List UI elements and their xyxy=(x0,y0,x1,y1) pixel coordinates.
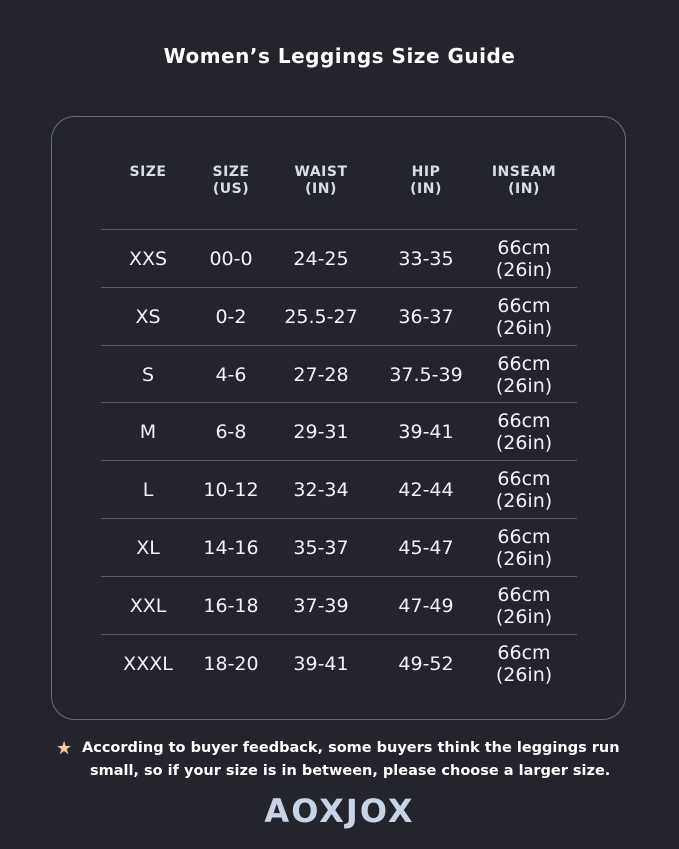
column-header: WAIST (IN) xyxy=(271,164,371,198)
note-line-2: small, so if your size is in between, pl… xyxy=(90,763,611,779)
table-cell: 66cm (26in) xyxy=(464,635,584,693)
table-cell: 10-12 xyxy=(203,479,259,502)
table-cell: 66cm (26in) xyxy=(464,230,584,288)
size-table-frame xyxy=(51,116,626,720)
table-cell: 37-39 xyxy=(293,594,349,617)
header-line: SIZE xyxy=(129,164,167,180)
table-cell: 66cm (26in) xyxy=(464,288,584,346)
inseam-in: (26in) xyxy=(495,374,553,397)
header-unit: (US) xyxy=(212,181,250,197)
table-cell: 45-47 xyxy=(398,537,454,559)
table-row: XL 14-16 35-37 45-47 66cm (26in) xyxy=(101,518,577,577)
table-row: M 6-8 29-31 39-41 66cm (26in) xyxy=(101,402,577,461)
inseam-cm: 66cm xyxy=(497,237,551,259)
header-line: WAIST xyxy=(294,164,348,180)
page-title: Women’s Leggings Size Guide xyxy=(163,44,516,68)
star-icon: ★ xyxy=(56,738,73,759)
table-cell: 4-6 xyxy=(215,363,247,386)
brand-logo: AOXJOX xyxy=(264,792,415,830)
table-cell: 18-20 xyxy=(203,652,259,675)
inseam-in: (26in) xyxy=(495,432,553,455)
inseam-cm: 66cm xyxy=(497,352,551,375)
header-line: SIZE xyxy=(212,164,250,180)
table-cell: 27-28 xyxy=(293,363,349,386)
table-cell: S xyxy=(141,363,155,386)
inseam-cm: 66cm xyxy=(497,410,551,433)
table-cell: XL xyxy=(136,537,160,559)
column-header: SIZE xyxy=(98,164,198,181)
table-cell: 66cm (26in) xyxy=(464,461,584,519)
table-cell: 39-41 xyxy=(293,652,349,675)
inseam-in: (26in) xyxy=(495,663,553,686)
column-header: SIZE (US) xyxy=(181,164,281,198)
header-unit: (IN) xyxy=(305,181,337,197)
table-cell: 66cm (26in) xyxy=(464,346,584,404)
inseam-cm: 66cm xyxy=(497,468,551,491)
table-cell: 32-34 xyxy=(293,479,349,502)
table-row: XXXL 18-20 39-41 49-52 66cm (26in) xyxy=(101,633,577,693)
table-cell: 29-31 xyxy=(293,421,349,444)
inseam-in: (26in) xyxy=(495,259,553,281)
note-line-1: According to buyer feedback, some buyers… xyxy=(82,740,620,756)
inseam-in: (26in) xyxy=(495,605,553,628)
inseam-cm: 66cm xyxy=(497,641,551,664)
table-cell: L xyxy=(142,479,154,502)
table-cell: 35-37 xyxy=(293,537,349,559)
inseam-cm: 66cm xyxy=(497,526,551,548)
inseam-in: (26in) xyxy=(495,548,553,570)
table-cell: 66cm (26in) xyxy=(464,577,584,635)
header-line: INSEAM xyxy=(491,164,557,180)
table-cell: 42-44 xyxy=(398,479,454,502)
table-row: XXL 16-18 37-39 47-49 66cm (26in) xyxy=(101,575,577,635)
table-cell: 24-25 xyxy=(293,248,349,270)
header-unit: (IN) xyxy=(508,181,540,197)
column-header: HIP (IN) xyxy=(376,164,476,198)
table-cell: 47-49 xyxy=(398,594,454,617)
inseam-cm: 66cm xyxy=(497,583,551,606)
table-cell: 66cm (26in) xyxy=(464,403,584,461)
inseam-in: (26in) xyxy=(495,490,553,513)
table-cell: 36-37 xyxy=(398,305,454,328)
table-row: S 4-6 27-28 37.5-39 66cm (26in) xyxy=(101,344,577,404)
table-cell: 37.5-39 xyxy=(389,363,463,386)
table-cell: XXL xyxy=(129,594,167,617)
table-cell: 66cm (26in) xyxy=(464,519,584,577)
table-row: XXS 00-0 24-25 33-35 66cm (26in) xyxy=(101,229,577,288)
table-cell: 0-2 xyxy=(215,305,247,328)
table-cell: 25.5-27 xyxy=(284,305,358,328)
table-cell: 49-52 xyxy=(398,652,454,675)
table-cell: XXXL xyxy=(123,652,173,675)
table-cell: 39-41 xyxy=(398,421,454,444)
column-header: INSEAM (IN) xyxy=(474,164,574,198)
table-row: XS 0-2 25.5-27 36-37 66cm (26in) xyxy=(101,286,577,346)
table-cell: 33-35 xyxy=(398,248,454,270)
inseam-cm: 66cm xyxy=(497,294,551,317)
table-cell: M xyxy=(139,421,157,444)
table-cell: 00-0 xyxy=(209,248,253,270)
header-unit: (IN) xyxy=(410,181,442,197)
table-cell: 14-16 xyxy=(203,537,259,559)
table-cell: XXS xyxy=(128,248,168,270)
table-row: L 10-12 32-34 42-44 66cm (26in) xyxy=(101,460,577,519)
table-cell: 16-18 xyxy=(203,594,259,617)
table-cell: 6-8 xyxy=(215,421,247,444)
header-line: HIP xyxy=(411,164,441,180)
inseam-in: (26in) xyxy=(495,316,553,339)
table-cell: XS xyxy=(135,305,161,328)
